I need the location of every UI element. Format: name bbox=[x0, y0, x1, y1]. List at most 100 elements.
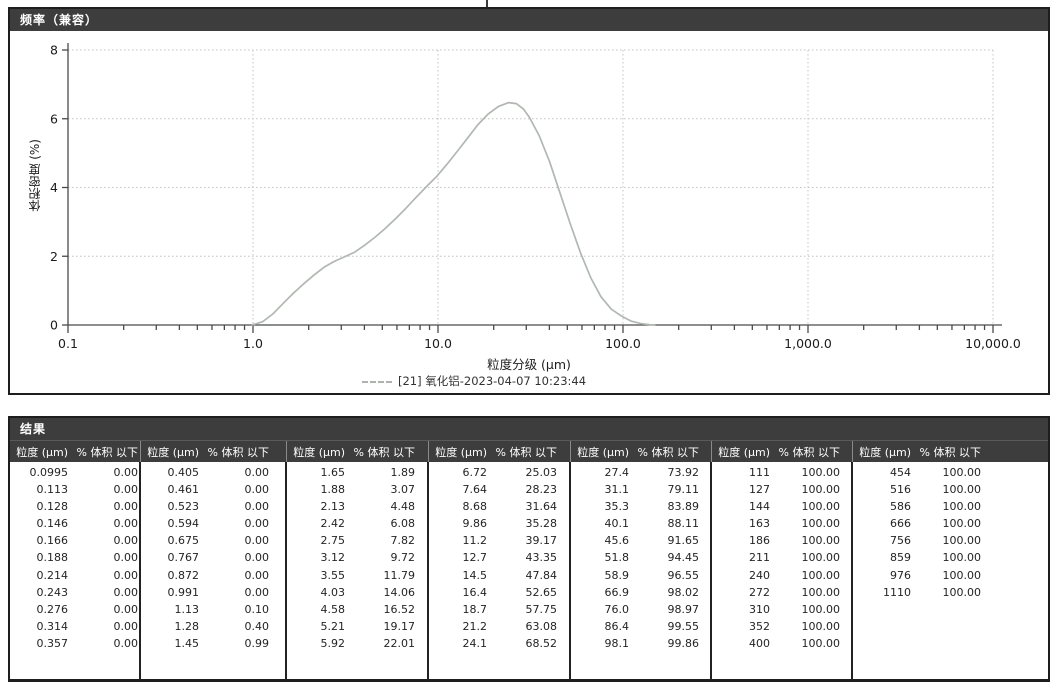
size-header: 粒度 (μm) bbox=[859, 445, 911, 459]
y-axis-title: 体积密度 (%) bbox=[28, 139, 42, 212]
table-row: 0.113 0.00 bbox=[10, 481, 139, 498]
table-row: 1110 100.00 bbox=[853, 584, 1048, 601]
pct-cell: 68.52 bbox=[525, 636, 558, 650]
size-cell: 7.64 bbox=[462, 483, 488, 497]
pct-header: % 体积 以下 bbox=[778, 445, 840, 459]
pct-cell: 100.00 bbox=[801, 466, 841, 479]
size-cell: 8.68 bbox=[462, 500, 488, 514]
table-row: 1.28 0.40 bbox=[141, 618, 285, 635]
header-group: 粒度 (μm) % 体积 以下 bbox=[10, 441, 141, 462]
table-column-group: 454 100.00 516 100.00 586 100.00 666 100.00 756 1… bbox=[853, 462, 1048, 681]
size-cell: 5.92 bbox=[320, 636, 346, 650]
size-cell: 0.461 bbox=[167, 483, 200, 497]
pct-cell: 100.00 bbox=[801, 534, 841, 548]
table-row: 0.357 0.00 bbox=[10, 635, 139, 652]
table-row: 24.1 68.52 bbox=[429, 635, 569, 652]
size-cell: 0.214 bbox=[36, 568, 69, 582]
size-cell: 45.6 bbox=[604, 534, 630, 548]
size-cell: 0.991 bbox=[167, 585, 200, 599]
table-row: 144 100.00 bbox=[712, 498, 851, 515]
x-tick-label: 100.0 bbox=[605, 336, 641, 351]
table-row: 0.405 0.00 bbox=[141, 464, 285, 481]
table-row: 310 100.00 bbox=[712, 601, 851, 618]
size-cell: 0.276 bbox=[36, 602, 69, 616]
table-row: 5.21 19.17 bbox=[287, 618, 427, 635]
scan-artifact bbox=[486, 0, 488, 13]
table-row: 0.314 0.00 bbox=[10, 618, 139, 635]
size-cell: 6.72 bbox=[462, 466, 488, 479]
size-cell: 21.2 bbox=[462, 619, 488, 633]
x-tick-label: 10,000.0 bbox=[965, 336, 1021, 351]
pct-cell: 6.08 bbox=[390, 517, 416, 531]
size-cell: 27.4 bbox=[604, 466, 630, 479]
table-row: 0.214 0.00 bbox=[10, 567, 139, 584]
pct-cell: 96.55 bbox=[667, 568, 700, 582]
table-row: 0.276 0.00 bbox=[10, 601, 139, 618]
x-tick-label: 0.1 bbox=[58, 336, 78, 351]
table-row: 240 100.00 bbox=[712, 567, 851, 584]
size-cell: 2.13 bbox=[320, 500, 346, 514]
pct-cell: 100.00 bbox=[942, 500, 982, 514]
table-row: 6.72 25.03 bbox=[429, 464, 569, 481]
size-cell: 86.4 bbox=[604, 619, 630, 633]
table-row: 111 100.00 bbox=[712, 464, 851, 481]
table-row: 272 100.00 bbox=[712, 584, 851, 601]
pct-cell: 0.99 bbox=[244, 636, 270, 650]
table-row: 0.188 0.00 bbox=[10, 549, 139, 566]
size-cell: 0.166 bbox=[36, 534, 69, 548]
results-table-panel: 结果 粒度 (μm)% 体积 以下 粒度 (μm)% 体积 以下 粒度 (μm)% … bbox=[8, 416, 1050, 682]
table-row: 66.9 98.02 bbox=[571, 584, 710, 601]
pct-cell: 100.00 bbox=[801, 619, 841, 633]
table-row: 8.68 31.64 bbox=[429, 498, 569, 515]
table-row: 40.1 88.11 bbox=[571, 515, 710, 532]
size-header: 粒度 (μm) bbox=[293, 445, 345, 459]
pct-cell: 100.00 bbox=[942, 534, 982, 548]
size-cell: 35.3 bbox=[604, 500, 630, 514]
table-row: 0.594 0.00 bbox=[141, 515, 285, 532]
header-group: 粒度 (μm) % 体积 以下 bbox=[429, 441, 571, 462]
pct-cell: 11.79 bbox=[383, 568, 416, 582]
table-row: 4.58 16.52 bbox=[287, 601, 427, 618]
pct-cell: 25.03 bbox=[525, 466, 558, 479]
pct-cell: 100.00 bbox=[801, 568, 841, 582]
pct-cell: 100.00 bbox=[942, 551, 982, 565]
table-row: 0.128 0.00 bbox=[10, 498, 139, 515]
pct-cell: 1.89 bbox=[390, 466, 416, 479]
y-tick-label: 6 bbox=[50, 111, 58, 126]
size-cell: 163 bbox=[749, 517, 770, 531]
size-cell: 310 bbox=[749, 602, 770, 616]
table-row: 0.146 0.00 bbox=[10, 515, 139, 532]
size-cell: 66.9 bbox=[604, 585, 630, 599]
table-row: 35.3 83.89 bbox=[571, 498, 710, 515]
pct-cell: 100.00 bbox=[801, 551, 841, 565]
pct-cell: 28.23 bbox=[525, 483, 558, 497]
pct-cell: 0.00 bbox=[113, 551, 139, 565]
pct-cell: 0.00 bbox=[244, 551, 270, 565]
pct-cell: 100.00 bbox=[801, 602, 841, 616]
table-row: 98.1 99.86 bbox=[571, 635, 710, 652]
table-column-group: 27.4 73.92 31.1 79.11 35.3 83.89 40.1 88.11 45.6… bbox=[571, 462, 712, 681]
size-cell: 111 bbox=[749, 466, 770, 479]
size-cell: 11.2 bbox=[462, 534, 488, 548]
pct-cell: 98.97 bbox=[667, 602, 700, 616]
pct-cell: 94.45 bbox=[667, 551, 700, 565]
table-row: 859 100.00 bbox=[853, 549, 1048, 566]
x-tick-label: 1.0 bbox=[243, 336, 263, 351]
pct-cell: 0.00 bbox=[113, 636, 139, 650]
pct-cell: 0.00 bbox=[113, 568, 139, 582]
size-cell: 9.86 bbox=[462, 517, 488, 531]
size-cell: 1.13 bbox=[174, 602, 200, 616]
table-row: 2.75 7.82 bbox=[287, 532, 427, 549]
size-cell: 18.7 bbox=[462, 602, 488, 616]
x-axis-title: 粒度分级 (μm) bbox=[487, 357, 571, 372]
pct-cell: 0.00 bbox=[244, 585, 270, 599]
pct-cell: 0.00 bbox=[113, 585, 139, 599]
pct-header: % 体积 以下 bbox=[353, 445, 415, 459]
table-row: 45.6 91.65 bbox=[571, 532, 710, 549]
table-row: 400 100.00 bbox=[712, 635, 851, 652]
header-group: 粒度 (μm) % 体积 以下 bbox=[141, 441, 287, 462]
size-cell: 127 bbox=[749, 483, 770, 497]
size-cell: 3.55 bbox=[320, 568, 346, 582]
size-cell: 0.0995 bbox=[29, 466, 69, 479]
y-tick-label: 4 bbox=[50, 180, 58, 195]
